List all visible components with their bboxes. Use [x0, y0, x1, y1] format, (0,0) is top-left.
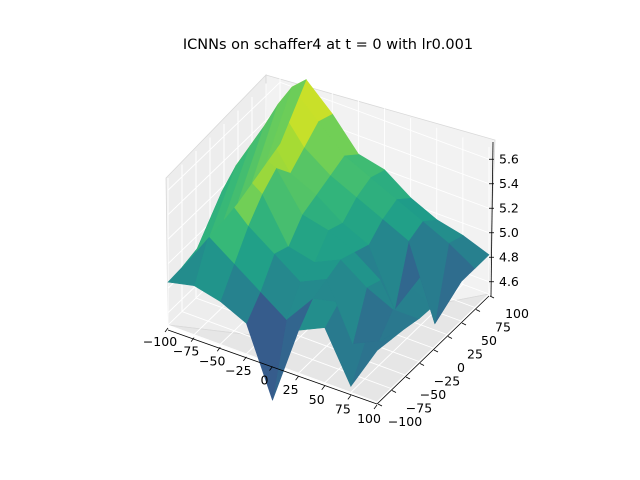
x-tick-label: −100 — [143, 334, 177, 349]
y-tick-label: 50 — [481, 333, 497, 348]
z-tick-label: 4.8 — [499, 249, 519, 264]
z-axis-ticks: 4.6 4.8 5.0 5.2 5.4 5.6 — [489, 151, 519, 289]
y-tick-mark — [377, 403, 383, 407]
z-tick-label: 5.0 — [499, 225, 519, 240]
y-tick-label: −25 — [434, 374, 460, 389]
y-tick-mark — [405, 376, 411, 380]
x-tick-label: −75 — [173, 344, 199, 359]
surface-plot — [167, 78, 490, 401]
y-tick-label: 75 — [495, 320, 511, 335]
x-tick-mark — [190, 337, 195, 342]
y-gridline — [181, 164, 392, 389]
y-tick-label: 0 — [457, 360, 465, 375]
y-tick-mark — [419, 363, 425, 366]
z-gridline — [167, 81, 490, 191]
z-tick-label: 5.2 — [499, 200, 519, 215]
x-tick-label: 25 — [283, 382, 299, 397]
y-tick-mark — [447, 336, 453, 339]
x-tick-mark — [373, 404, 378, 410]
y-tick-mark — [489, 295, 495, 299]
y-tick-mark — [461, 322, 467, 326]
surface-patch — [265, 78, 307, 164]
x-tick-mark — [321, 385, 326, 390]
z-axis-line — [490, 141, 494, 297]
y-tick-mark — [433, 349, 439, 353]
y-axis-line — [376, 295, 490, 405]
x-tick-label: −50 — [199, 353, 225, 368]
x-tick-label: −25 — [225, 363, 251, 378]
y-tick-mark — [391, 390, 397, 393]
x-tick-label: 0 — [261, 373, 269, 388]
x-tick-mark — [347, 395, 352, 400]
x-tick-label: 75 — [335, 401, 351, 416]
x-tick-label: 50 — [309, 392, 325, 407]
x-tick-mark — [164, 327, 169, 333]
y-gridline — [167, 178, 378, 403]
y-tick-mark — [475, 309, 481, 312]
y-tick-label: −50 — [420, 387, 446, 402]
x-tick-label: 100 — [357, 411, 381, 426]
z-tick-label: 5.4 — [499, 176, 519, 191]
y-tick-label: −100 — [388, 414, 422, 429]
x-tick-mark — [295, 375, 299, 381]
x-axis-ticks: −100−75−50−25 0 25 50 75 100 — [143, 327, 381, 426]
x-tick-mark — [269, 366, 273, 371]
chart-title: ICNNs on schaffer4 at t = 0 with lr0.001 — [183, 37, 473, 53]
x-tick-mark — [216, 347, 221, 352]
y-tick-label: 25 — [467, 347, 483, 362]
z-tick-label: 5.6 — [499, 151, 519, 166]
y-tick-label: −75 — [406, 401, 432, 416]
y-tick-label: 100 — [505, 306, 529, 321]
x-tick-mark — [243, 356, 247, 362]
z-tick-label: 4.6 — [499, 274, 519, 289]
